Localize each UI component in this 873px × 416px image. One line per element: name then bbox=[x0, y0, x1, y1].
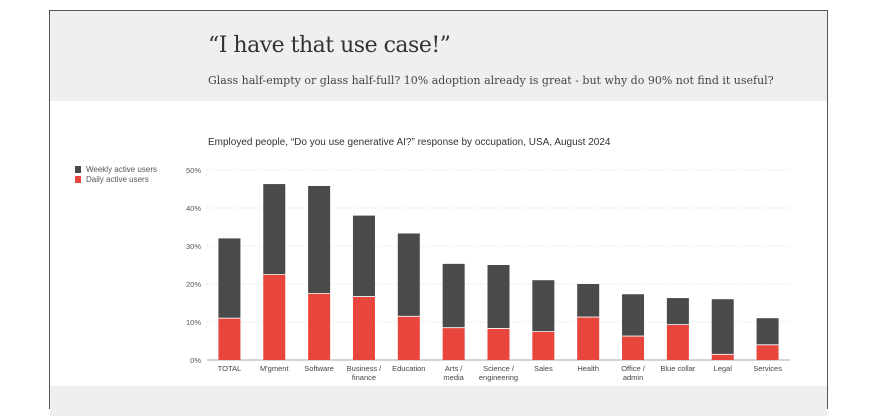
bar-weekly bbox=[756, 318, 779, 345]
bar-daily bbox=[756, 344, 779, 360]
x-tick-label: Blue collar bbox=[660, 364, 696, 373]
legend-swatch-daily bbox=[75, 176, 81, 183]
bar-daily bbox=[577, 317, 600, 360]
chart-card: “I have that use case!” Glass half-empty… bbox=[49, 10, 828, 416]
bar-daily bbox=[666, 324, 689, 360]
bar-weekly bbox=[711, 299, 734, 355]
x-tick-label: Software bbox=[304, 364, 334, 373]
y-tick-label: 10% bbox=[186, 318, 201, 327]
bar-daily bbox=[218, 318, 241, 360]
bar-weekly bbox=[577, 284, 600, 318]
legend-weekly: Weekly active users bbox=[75, 165, 157, 174]
bar-weekly bbox=[397, 233, 420, 317]
x-tick-label: Services bbox=[753, 364, 782, 373]
x-tick-label: Arts / media bbox=[443, 364, 464, 382]
legend-label-weekly: Weekly active users bbox=[86, 165, 157, 174]
y-tick-label: 30% bbox=[186, 242, 201, 251]
x-tick-label: Education bbox=[392, 364, 425, 373]
legend-label-daily: Daily active users bbox=[86, 175, 149, 184]
x-tick-label: Legal bbox=[714, 364, 733, 373]
y-tick-label: 40% bbox=[186, 204, 201, 213]
bar-weekly bbox=[263, 184, 286, 275]
bar-daily bbox=[263, 274, 286, 360]
bar-daily bbox=[308, 293, 331, 360]
header-band: “I have that use case!” Glass half-empty… bbox=[50, 11, 827, 101]
x-tick-label: M'gment bbox=[260, 364, 289, 373]
x-tick-label: Sales bbox=[534, 364, 553, 373]
bar-weekly bbox=[532, 280, 555, 332]
page-title: “I have that use case!” bbox=[208, 33, 451, 58]
bar-daily bbox=[352, 296, 375, 360]
bar-daily bbox=[711, 354, 734, 360]
bar-daily bbox=[487, 328, 510, 360]
x-tick-label: Office / admin bbox=[621, 364, 646, 382]
x-tick-label: TOTAL bbox=[218, 364, 241, 373]
bar-weekly bbox=[666, 298, 689, 325]
bar-weekly bbox=[487, 265, 510, 329]
x-tick-label: Science / engineering bbox=[479, 364, 518, 382]
bar-daily bbox=[397, 316, 420, 360]
bar-weekly bbox=[352, 215, 375, 297]
x-tick-label: Business / finance bbox=[347, 364, 383, 382]
y-tick-label: 50% bbox=[186, 166, 201, 175]
x-tick-label: Health bbox=[577, 364, 599, 373]
legend-daily: Daily active users bbox=[75, 175, 149, 184]
bar-weekly bbox=[622, 294, 645, 337]
page-subtitle: Glass half-empty or glass half-full? 10%… bbox=[208, 74, 774, 87]
bar-weekly bbox=[308, 185, 331, 294]
bar-weekly bbox=[442, 263, 465, 328]
y-tick-label: 20% bbox=[186, 280, 201, 289]
bar-daily bbox=[622, 336, 645, 360]
chart-title: Employed people, “Do you use generative … bbox=[208, 137, 611, 148]
bar-daily bbox=[442, 327, 465, 360]
legend-swatch-weekly bbox=[75, 166, 81, 173]
bar-weekly bbox=[218, 238, 241, 319]
y-tick-label: 0% bbox=[190, 356, 201, 365]
bar-daily bbox=[532, 331, 555, 360]
